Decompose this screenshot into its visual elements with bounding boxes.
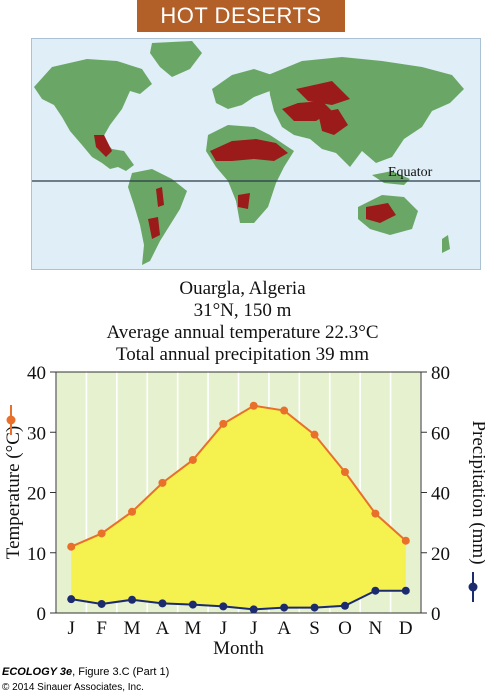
month-tick-label: D [399, 618, 413, 639]
month-tick-label: N [369, 618, 383, 639]
figure-credit: ECOLOGY 3e, Figure 3.C (Part 1) [2, 666, 169, 678]
precipitation-point [158, 599, 167, 608]
month-tick-label: A [156, 618, 170, 639]
month-tick-label: A [277, 618, 291, 639]
month-tick-label: M [124, 618, 141, 639]
world-map: Equator [31, 38, 481, 270]
temperature-point [128, 507, 137, 516]
precipitation-point [401, 586, 410, 595]
left-axis-tick-label: 40 [27, 363, 46, 384]
new-zealand [442, 235, 450, 253]
temperature-point [249, 401, 258, 410]
desert-peru [156, 187, 164, 207]
month-tick-label: S [309, 618, 320, 639]
precipitation-point [249, 605, 258, 614]
biome-title: HOT DESERTS [160, 3, 322, 28]
precipitation-point [128, 595, 137, 604]
right-axis-tick-label: 40 [431, 484, 450, 505]
copyright-notice: © 2014 Sinauer Associates, Inc. [2, 682, 144, 693]
precipitation-legend-marker [468, 582, 478, 592]
precipitation-point [371, 586, 380, 595]
figure-reference: , Figure 3.C (Part 1) [72, 666, 170, 678]
right-axis-tick-label: 60 [431, 423, 450, 444]
precipitation-point [219, 602, 228, 611]
left-axis-label: Temperature (°C) [3, 426, 24, 559]
precipitation-point [188, 600, 197, 609]
arid-period-fill [71, 405, 406, 610]
left-axis-tick-label: 20 [27, 484, 46, 505]
temperature-point [97, 529, 106, 538]
month-tick-label: J [220, 618, 227, 639]
world-map-svg: Equator [32, 39, 480, 269]
hot-desert-regions [94, 81, 396, 239]
temperature-point [371, 509, 380, 518]
right-axis-tick-label: 20 [431, 544, 450, 565]
north-america [34, 59, 152, 171]
x-axis-label: Month [213, 638, 264, 659]
average-temperature: Average annual temperature 22.3°C [106, 322, 379, 343]
south-america [128, 169, 187, 265]
precipitation-point [280, 603, 289, 612]
temperature-point [188, 455, 197, 464]
temperature-line [70, 404, 407, 548]
desert-australia [366, 203, 396, 223]
greenland [150, 41, 202, 77]
temperature-point [280, 406, 289, 415]
temperature-point [158, 478, 167, 487]
right-axis-tick-label: 80 [431, 363, 450, 384]
desert-argentina [148, 217, 160, 239]
desert-kalahari [238, 193, 250, 209]
precipitation-point [97, 599, 106, 608]
right-axis-label: Precipitation (mm) [468, 420, 485, 564]
left-axis-tick-label: 30 [27, 423, 46, 444]
biome-title-banner: HOT DESERTS [137, 0, 345, 32]
right-axis-tick-label: 0 [431, 604, 441, 625]
equator-label: Equator [388, 165, 433, 180]
temperature-point [340, 468, 349, 477]
temperature-point [219, 419, 228, 428]
month-tick-label: J [250, 618, 257, 639]
book-title: ECOLOGY 3e [2, 666, 73, 678]
desert-central-asia [296, 81, 350, 105]
climate-chart: 0 10 20 30 40 0 20 40 60 80 J F M A M J J A S O N D Month Tempe… [0, 360, 485, 660]
precipitation-point [340, 601, 349, 610]
precipitation-point [310, 603, 319, 612]
temperature-point [401, 536, 410, 545]
left-axis-tick-label: 10 [27, 544, 46, 565]
temperature-point [310, 430, 319, 439]
desert-north-america [94, 135, 112, 157]
total-precipitation: Total annual precipitation 39 mm [116, 344, 369, 365]
station-name: Ouargla, Algeria [179, 278, 306, 299]
left-axis-tick-label: 0 [37, 604, 47, 625]
month-tick-label: J [68, 618, 75, 639]
desert-arabia [318, 109, 348, 135]
station-coordinates: 31°N, 150 m [193, 300, 292, 321]
temperature-point [67, 542, 76, 551]
precipitation-point [67, 595, 76, 604]
precipitation-line [71, 589, 406, 611]
desert-sahara [210, 139, 288, 161]
month-tick-label: O [338, 618, 352, 639]
europe [212, 69, 272, 109]
month-tick-label: M [184, 618, 201, 639]
month-tick-label: F [96, 618, 107, 639]
temperature-legend-marker [6, 415, 16, 425]
